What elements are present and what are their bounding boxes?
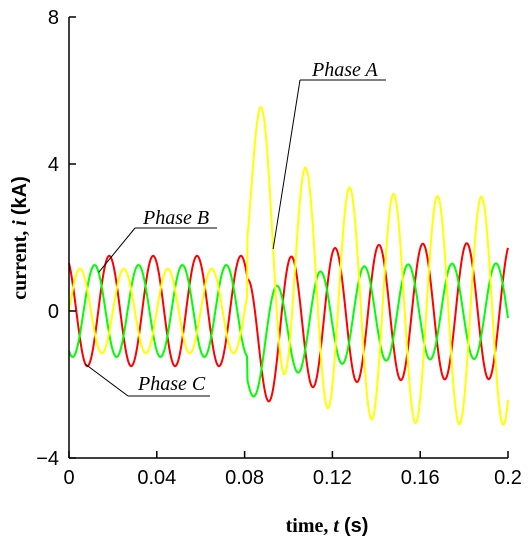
series-line-phase-a	[68, 106, 509, 426]
y-axis-title-unit: (kA)	[9, 176, 31, 215]
callout-leader-phase-b	[98, 227, 136, 273]
y-tick-label: 4	[48, 154, 59, 176]
x-tick-label: 0.08	[225, 467, 264, 489]
y-tick-label: 8	[48, 7, 59, 29]
callout-label-phase-a: Phase A	[311, 59, 379, 81]
y-axis-title-prefix: current,	[9, 231, 31, 300]
x-tick-label: 0.2	[494, 467, 522, 489]
x-axis-title: time, t (s)	[286, 515, 369, 537]
x-tick-label: 0	[63, 467, 74, 489]
x-tick-label: 0.04	[137, 467, 176, 489]
callout-label-phase-c: Phase C	[137, 373, 206, 395]
x-axis-title-symbol: t	[333, 515, 340, 537]
series-layer	[68, 106, 509, 426]
y-tick-label: 0	[48, 301, 59, 323]
series-line-phase-b	[68, 262, 509, 398]
callout-leader-phase-a	[272, 79, 301, 250]
series-line-phase-c	[68, 242, 509, 403]
y-axis-title-symbol: i	[9, 220, 31, 226]
x-axis-title-unit: (s)	[344, 515, 368, 537]
y-axis-title: current, i (kA)	[9, 176, 31, 300]
x-axis-title-prefix: time,	[286, 515, 329, 537]
x-tick-label: 0.12	[313, 467, 352, 489]
x-tick-label: 0.16	[401, 467, 440, 489]
callout-label-phase-b: Phase B	[142, 207, 209, 229]
y-tick-label: −4	[36, 448, 59, 470]
callout-leader-phase-c	[85, 363, 129, 397]
annotation-layer: Phase A Phase B Phase C	[85, 59, 386, 397]
